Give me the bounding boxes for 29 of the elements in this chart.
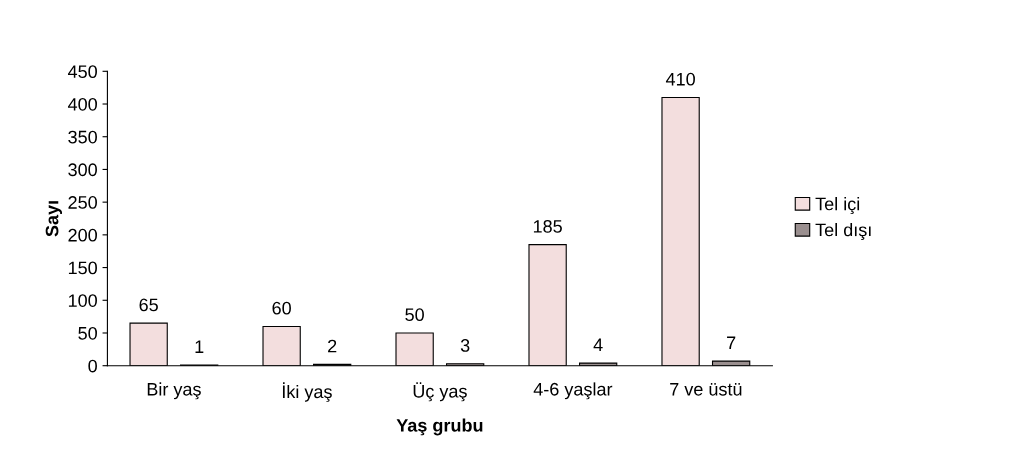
x-tick-label: 4-6 yaşlar bbox=[533, 382, 613, 400]
data-label: 4 bbox=[593, 338, 603, 351]
x-axis-title: Yaş grubu bbox=[396, 418, 483, 436]
data-label: 1 bbox=[195, 340, 204, 353]
y-axis-title: Sayı bbox=[45, 201, 63, 237]
y-tick-label: 350 bbox=[68, 130, 97, 144]
data-label: 3 bbox=[460, 339, 470, 352]
x-tick-label: İki yaş bbox=[282, 382, 332, 402]
data-label: 50 bbox=[405, 308, 424, 322]
y-tick-label: 100 bbox=[68, 294, 97, 307]
y-tick-label: 150 bbox=[68, 261, 97, 275]
legend-label: Tel içi bbox=[815, 197, 860, 214]
data-label: 2 bbox=[328, 339, 337, 353]
y-tick-label: 0 bbox=[88, 359, 97, 373]
x-tick-label: 7 ve üstü bbox=[670, 383, 742, 396]
data-label: 7 bbox=[727, 336, 736, 350]
y-tick-label: 400 bbox=[67, 97, 97, 111]
data-label: 410 bbox=[665, 72, 695, 86]
y-tick-label: 450 bbox=[67, 65, 97, 79]
data-label: 65 bbox=[139, 298, 158, 312]
legend-label: Tel dışı bbox=[815, 223, 871, 240]
data-label: 185 bbox=[533, 219, 562, 233]
y-tick-label: 250 bbox=[68, 196, 97, 209]
y-tick-label: 200 bbox=[68, 228, 97, 242]
y-tick-label: 50 bbox=[78, 326, 97, 340]
data-label: 60 bbox=[272, 301, 291, 315]
x-tick-label: Üç yaş bbox=[413, 382, 467, 402]
x-tick-label: Bir yaş bbox=[147, 382, 201, 400]
y-tick-label: 300 bbox=[68, 163, 97, 177]
